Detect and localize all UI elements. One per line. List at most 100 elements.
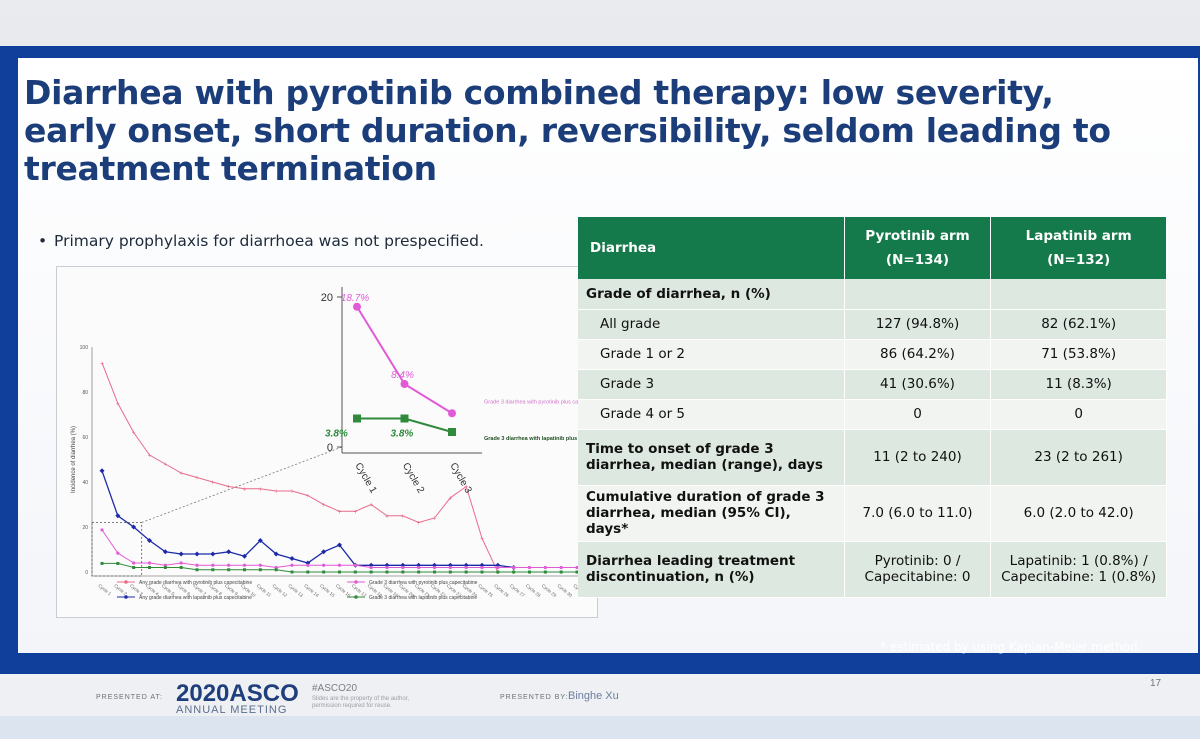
row-label: Grade 3 <box>578 369 845 400</box>
data-point: + <box>480 536 484 543</box>
y-tick-label: 40 <box>82 480 88 486</box>
hashtag: #ASCO20 <box>312 683 358 694</box>
data-point <box>100 561 104 565</box>
data-point <box>528 570 531 574</box>
row-label: Time to onset of grade 3 diarrhea, media… <box>578 429 845 486</box>
cell-pyrotinib <box>844 279 992 310</box>
data-point <box>479 562 485 568</box>
data-point <box>148 566 151 569</box>
legend-marker <box>124 580 128 584</box>
series-line-3 <box>101 529 577 569</box>
y-tick-label: 60 <box>82 435 88 441</box>
y-tick-label: 20 <box>82 525 88 531</box>
header-lapatinib: Lapatinib arm (N=132) <box>990 217 1167 279</box>
slide-title: Diarrhea with pyrotinib combined therapy… <box>24 73 1111 188</box>
data-point <box>242 563 247 567</box>
data-point: + <box>163 462 167 469</box>
data-point <box>305 560 311 566</box>
data-point: + <box>195 475 199 482</box>
zoom-box <box>91 522 143 577</box>
legend-label: Any grade diarrhea with lapatinib plus c… <box>139 595 252 601</box>
header-lapatinib-n: (N=132) <box>1047 252 1111 268</box>
data-point <box>417 565 421 570</box>
data-point <box>147 561 152 565</box>
data-point <box>385 570 389 574</box>
data-point <box>178 551 184 557</box>
data-point: + <box>211 480 215 487</box>
data-point <box>448 565 452 570</box>
data-point <box>132 561 136 565</box>
inset-data-label: 8.4% <box>391 370 414 381</box>
data-point <box>353 563 357 567</box>
data-point: + <box>401 513 405 520</box>
data-point <box>132 566 136 569</box>
row-label: Grade 4 or 5 <box>578 399 845 430</box>
data-point <box>480 565 484 570</box>
data-point <box>226 549 232 555</box>
y-tick-label: 80 <box>82 390 88 396</box>
data-point <box>211 568 215 572</box>
data-point <box>353 570 357 574</box>
cell-pyrotinib: Pyrotinib: 0 / Capecitabine: 0 <box>844 541 992 598</box>
data-point <box>338 570 341 574</box>
data-point <box>210 551 216 557</box>
slide: Diarrhea with pyrotinib combined therapy… <box>0 46 1200 674</box>
presented-by-label: PRESENTED BY: <box>500 694 569 701</box>
header-pyrotinib: Pyrotinib arm (N=134) <box>844 217 992 279</box>
x-tick-label: Cycle 15 <box>319 583 336 598</box>
data-point: + <box>147 453 151 460</box>
data-point <box>496 565 500 570</box>
table-row: Grade 3 41 (30.6%) 11 (8.3%) <box>578 369 1167 400</box>
data-point <box>559 565 563 570</box>
data-point: + <box>417 520 421 527</box>
data-point: + <box>464 484 468 491</box>
inset-legend-pyrotinib: Grade 3 diarrhea with pyrotinib plus cap… <box>484 399 597 405</box>
x-tick-label: Cycle 29 <box>541 583 558 598</box>
header-lapatinib-name: Lapatinib arm <box>1025 228 1132 244</box>
inset-data-point <box>400 380 409 388</box>
x-tick-label: Cycle 12 <box>272 583 289 598</box>
inset-y-tick-label: 20 <box>321 292 333 304</box>
cell-pyrotinib: 127 (94.8%) <box>844 309 992 340</box>
data-point: + <box>369 502 373 509</box>
screen-bottom <box>0 716 1200 739</box>
bullet-dot: • <box>38 232 48 250</box>
data-point: + <box>116 401 120 408</box>
cell-lapatinib: 0 <box>990 399 1167 430</box>
row-label: Grade 1 or 2 <box>578 339 845 370</box>
inset-data-point <box>448 428 456 436</box>
x-tick-label: Cycle 25 <box>477 583 494 598</box>
data-point <box>512 565 516 570</box>
data-point <box>116 551 120 555</box>
x-tick-label: Cycle 1 <box>97 583 112 597</box>
cell-lapatinib: 23 (2 to 261) <box>990 429 1167 486</box>
data-point <box>243 568 246 572</box>
data-point <box>495 562 501 568</box>
series-line-1 <box>101 362 577 573</box>
data-point: + <box>132 430 136 437</box>
legend-label: Any grade diarrhea with pyrotinib plus c… <box>139 580 252 586</box>
data-point <box>321 549 327 555</box>
data-point <box>163 566 167 569</box>
inset-data-label: 3.8% <box>391 429 414 440</box>
row-label: Diarrhea leading treatment discontinuati… <box>578 541 845 598</box>
data-point <box>290 570 294 574</box>
data-point <box>416 562 422 568</box>
data-point <box>194 551 200 557</box>
data-point: + <box>274 489 278 496</box>
copyright-note: Slides are the property of the author, p… <box>312 696 410 709</box>
data-point <box>116 561 120 565</box>
data-point <box>322 563 326 567</box>
table-row: All grade 127 (94.8%) 82 (62.1%) <box>578 309 1167 340</box>
legend-marker <box>354 580 358 584</box>
data-point <box>432 562 437 568</box>
cell-pyrotinib: 41 (30.6%) <box>844 369 992 400</box>
cell-pyrotinib: 0 <box>844 399 992 430</box>
header-pyrotinib-name: Pyrotinib arm <box>865 228 970 244</box>
data-point <box>559 570 563 574</box>
data-point <box>543 570 547 574</box>
table-body: Grade of diarrhea, n (%) All grade 127 (94… <box>578 279 1167 598</box>
data-point <box>195 568 199 572</box>
